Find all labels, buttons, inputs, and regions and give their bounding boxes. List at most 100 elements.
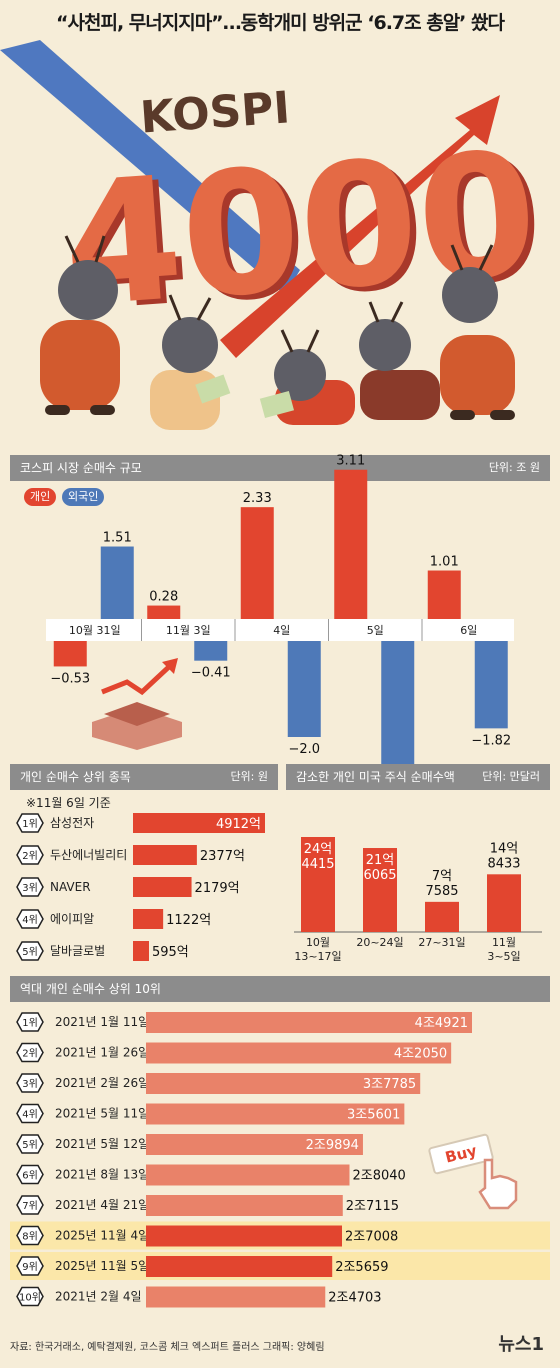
history-bar xyxy=(146,1042,452,1064)
rank-label: 2위 xyxy=(22,849,38,862)
news1-logo: 뉴스1 xyxy=(498,1334,544,1355)
rank-label: 4위 xyxy=(22,1108,38,1121)
bar-foreign xyxy=(474,641,508,729)
stock-value: 595억 xyxy=(152,945,189,960)
section2-title: 개인 순매수 상위 종목 xyxy=(20,770,131,784)
us-category-label: 3~5일 xyxy=(487,949,520,963)
history-bar xyxy=(146,1134,363,1155)
section4-title: 역대 개인 순매수 상위 10위 xyxy=(20,982,161,996)
us-value-bottom: 7585 xyxy=(425,884,458,899)
rank-hex xyxy=(16,1286,44,1307)
rank-label: 1위 xyxy=(22,817,38,830)
stock-value: 1122억 xyxy=(166,913,211,928)
data-label: −0.53 xyxy=(50,671,90,686)
rank-badge: 5위 xyxy=(16,1134,44,1154)
history-bar xyxy=(146,1012,472,1033)
rank-badge: 6위 xyxy=(16,1164,44,1185)
bar-individual xyxy=(334,469,368,619)
historic-top10-chart: 1위 2021년 1월 11일 4조4921 2위 2021년 1월 26일 4조2050… xyxy=(10,1012,550,1308)
history-value: 2조5659 xyxy=(335,1260,388,1275)
rank-badge: 2위 xyxy=(16,1042,44,1063)
bar-foreign xyxy=(194,641,228,661)
category-label: 6일 xyxy=(460,623,477,637)
history-value: 3조5601 xyxy=(347,1108,400,1123)
footer-source: 자료: 한국거래소, 예탁결제원, 코스콤 체크 엑스퍼트 플러스 그래픽: 양… xyxy=(10,1342,325,1353)
rank-hex xyxy=(16,1164,44,1185)
us-value-top: 14억 xyxy=(490,841,519,856)
rank-label: 3위 xyxy=(22,881,38,894)
data-label: 1.01 xyxy=(430,555,459,570)
date-label: 2021년 5월 11일 xyxy=(55,1107,149,1121)
stock-name: 에이피알 xyxy=(50,912,94,926)
date-label: 2021년 5월 12일 xyxy=(55,1137,149,1151)
section1-header: 코스피 시장 순매수 규모 단위: 조 원 xyxy=(10,455,550,481)
date-label: 2021년 2월 26일 xyxy=(55,1076,149,1090)
rank-hex xyxy=(16,1256,44,1276)
us-value-top: 7억 xyxy=(432,869,452,884)
rank-label: 2위 xyxy=(22,1047,38,1060)
section3-header: 감소한 개인 미국 주식 순매수액 단위: 만달러 xyxy=(286,764,550,790)
ant-character-5 xyxy=(440,244,515,420)
rank-hex xyxy=(16,941,44,961)
us-value-bottom: 4415 xyxy=(301,857,334,872)
history-value: 2조7115 xyxy=(346,1199,399,1214)
rank-hex xyxy=(16,1225,44,1246)
bar-foreign xyxy=(381,641,415,769)
history-bar xyxy=(146,1225,343,1247)
history-value: 2조7008 xyxy=(345,1230,398,1245)
section2-header: 개인 순매수 상위 종목 단위: 원 xyxy=(10,764,278,790)
history-value: 2조4703 xyxy=(328,1291,381,1306)
rank-badge: 3위 xyxy=(16,1073,44,1093)
rank-label: 8위 xyxy=(22,1230,38,1243)
rank-badge: 5위 xyxy=(16,941,44,961)
stock-bar xyxy=(133,813,265,833)
rank-label: 4위 xyxy=(22,913,38,926)
us-bar xyxy=(301,837,335,932)
rank-badge: 10위 xyxy=(16,1286,44,1307)
up-arrow-icon xyxy=(220,95,500,358)
down-arrow-icon xyxy=(0,40,300,295)
history-value: 3조7785 xyxy=(363,1077,416,1092)
us-value-bottom: 8433 xyxy=(487,856,520,871)
legend-foreign: 외국인 xyxy=(62,488,105,506)
rank-label: 5위 xyxy=(22,1138,38,1151)
stock-bar xyxy=(133,941,149,961)
ant-character-3 xyxy=(259,329,355,425)
rank-badge: 4위 xyxy=(16,1103,44,1124)
history-value: 4조2050 xyxy=(394,1047,447,1062)
rising-chart-icon xyxy=(92,658,182,750)
rank-label: 9위 xyxy=(22,1260,38,1273)
top-stocks-chart: 1위 삼성전자 4912억 2위 두산에너빌리티 2377억 3위 NAVER 2179억 4위 에… xyxy=(16,813,265,961)
date-label: 2021년 1월 26일 xyxy=(55,1046,149,1060)
us-value-top: 21억 xyxy=(366,853,395,868)
rank-hex xyxy=(16,909,44,929)
rank-hex xyxy=(16,1195,44,1215)
history-bar xyxy=(146,1256,333,1277)
data-label: −1.82 xyxy=(471,733,511,748)
us-bar xyxy=(363,848,397,932)
rank-hex xyxy=(16,1042,44,1063)
rank-label: 1위 xyxy=(22,1016,38,1029)
ant-character-4 xyxy=(359,301,440,420)
section2-note: ※11월 6일 기준 xyxy=(26,796,111,810)
bar-individual xyxy=(240,507,274,619)
date-label: 2021년 8월 13일 xyxy=(55,1168,149,1182)
section3-title: 감소한 개인 미국 주식 순매수액 xyxy=(296,770,455,784)
legend-individual: 개인 xyxy=(24,488,57,506)
history-value: 2조9894 xyxy=(306,1138,359,1153)
data-label: 3.11 xyxy=(336,454,365,469)
rank-badge: 8위 xyxy=(16,1225,44,1246)
data-label: −0.41 xyxy=(191,666,231,681)
rank-badge: 7위 xyxy=(16,1195,44,1215)
rank-badge: 3위 xyxy=(16,877,44,897)
section2-unit: 단위: 원 xyxy=(230,770,268,783)
rank-hex xyxy=(16,1073,44,1093)
stock-name: 두산에너빌리티 xyxy=(50,848,127,862)
bar-foreign xyxy=(287,641,321,737)
data-label: 0.28 xyxy=(149,590,178,605)
bar-individual xyxy=(427,570,461,619)
category-label: 5일 xyxy=(367,623,384,637)
category-label: 10월 31일 xyxy=(69,623,121,637)
date-label: 2025년 11월 4일 xyxy=(55,1229,149,1243)
